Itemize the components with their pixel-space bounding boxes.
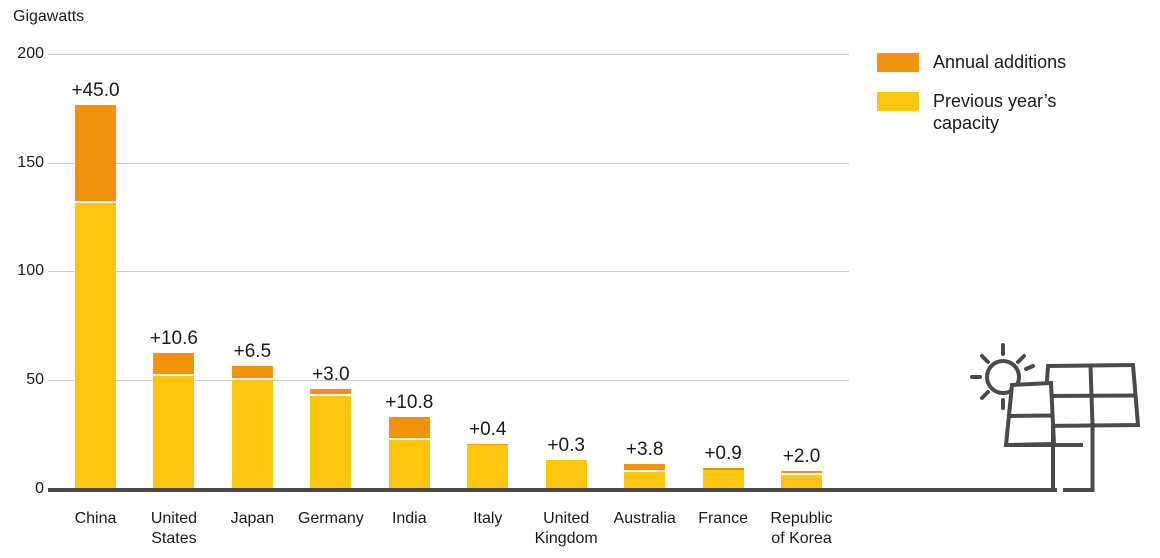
y-tick-label-50: 50 xyxy=(26,371,44,388)
sun-icon xyxy=(970,343,1035,410)
category-label-united-kingdom: United Kingdom xyxy=(534,510,598,547)
segment-previous-capacity xyxy=(702,470,744,488)
bar-value-label-italy: +0.4 xyxy=(468,419,507,441)
solar-panel-back xyxy=(1041,362,1141,429)
legend-item-previous: Previous year’s capacity xyxy=(877,91,1066,134)
solar-panel-illustration xyxy=(970,343,1141,492)
gridline-100 xyxy=(48,271,849,272)
category-label-china: China xyxy=(74,510,117,527)
bar-united-states xyxy=(153,352,195,488)
segment-annual-additions xyxy=(310,389,352,396)
segment-previous-capacity xyxy=(231,380,273,488)
category-label-france: France xyxy=(698,510,748,527)
category-label-germany: Germany xyxy=(297,510,364,527)
gridline-150 xyxy=(48,163,849,164)
legend-label-previous: Previous year’s capacity xyxy=(933,91,1057,133)
segment-previous-capacity xyxy=(310,395,352,488)
legend-swatch-additions xyxy=(877,53,919,72)
segment-annual-additions xyxy=(545,459,587,461)
bar-value-label-china: +45.0 xyxy=(71,80,120,102)
segment-previous-capacity xyxy=(781,475,823,488)
segment-annual-additions xyxy=(624,463,666,472)
panel-stand xyxy=(1006,425,1095,492)
y-tick-label-100: 100 xyxy=(17,262,44,279)
y-axis-unit-label: Gigawatts xyxy=(13,8,85,25)
legend-swatch-previous xyxy=(877,92,919,111)
legend: Annual additions Previous year’s capacity xyxy=(877,52,1067,153)
category-label-republic-of-korea: Republic of Korea xyxy=(770,510,833,547)
legend-item-additions: Annual additions xyxy=(877,52,1067,73)
segment-previous-capacity xyxy=(388,440,430,488)
bar-united-kingdom xyxy=(545,459,587,488)
bar-value-label-united-kingdom: +0.3 xyxy=(547,434,585,456)
segment-annual-additions xyxy=(388,416,430,440)
category-label-united-states: United States xyxy=(150,510,198,547)
segment-annual-additions xyxy=(781,470,823,476)
y-tick-label-150: 150 xyxy=(17,154,44,171)
bar-republic-of-korea xyxy=(781,470,823,488)
solar-panel-front xyxy=(1003,380,1057,448)
bar-france xyxy=(702,468,744,488)
bar-value-label-france: +0.9 xyxy=(704,443,742,465)
bar-value-label-germany: +3.0 xyxy=(312,364,350,386)
bar-italy xyxy=(467,444,509,488)
segment-annual-additions xyxy=(467,444,509,446)
segment-annual-additions xyxy=(153,352,195,376)
gridline-50 xyxy=(48,380,849,381)
y-tick-label-0: 0 xyxy=(35,480,44,497)
legend-label-additions: Annual additions xyxy=(933,52,1067,72)
category-label-australia: Australia xyxy=(613,510,676,527)
bar-value-label-india: +10.8 xyxy=(385,391,434,413)
category-label-india: India xyxy=(391,510,427,527)
segment-annual-additions xyxy=(231,366,273,381)
gridline-200 xyxy=(48,54,849,55)
segment-annual-additions xyxy=(702,468,744,471)
segment-annual-additions xyxy=(75,105,116,204)
bar-value-label-united-states: +10.6 xyxy=(149,327,198,349)
bar-value-label-australia: +3.8 xyxy=(625,438,664,460)
category-label-japan: Japan xyxy=(230,510,275,527)
bar-value-label-japan: +6.5 xyxy=(233,341,272,363)
segment-previous-capacity xyxy=(153,375,195,488)
segment-previous-capacity xyxy=(624,471,666,488)
category-label-italy: Italy xyxy=(473,510,503,527)
x-axis-line xyxy=(48,488,1057,492)
bar-india xyxy=(388,416,430,488)
y-tick-label-200: 200 xyxy=(17,45,44,62)
bar-japan xyxy=(231,366,273,488)
segment-previous-capacity xyxy=(75,203,116,488)
bar-china xyxy=(75,105,116,488)
segment-previous-capacity xyxy=(545,460,587,488)
bar-australia xyxy=(624,463,666,488)
bar-value-label-republic-of-korea: +2.0 xyxy=(782,445,821,467)
bar-germany xyxy=(310,389,352,488)
segment-previous-capacity xyxy=(467,445,509,488)
